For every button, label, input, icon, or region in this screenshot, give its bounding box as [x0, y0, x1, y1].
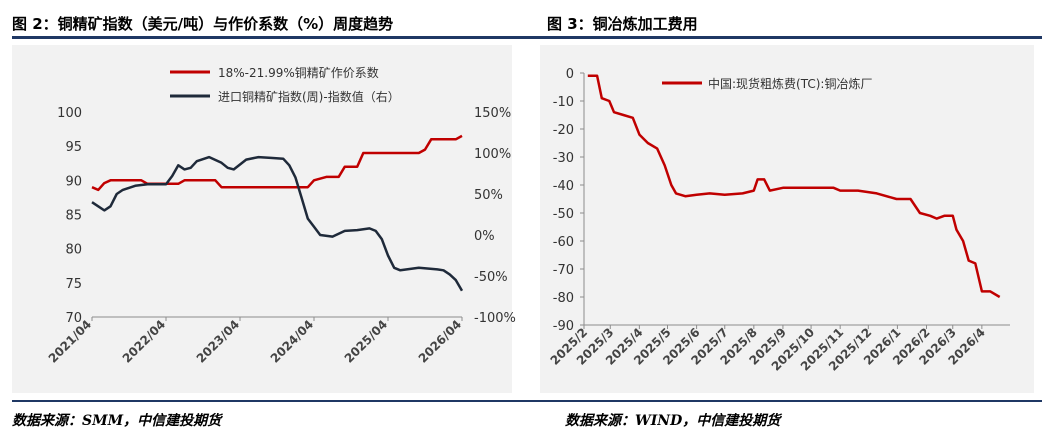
y-left-tick-label: 70 [65, 311, 82, 326]
source-note-left: 数据来源：SMM，中信建投期货 [12, 413, 222, 429]
y-left-tick-label: 100 [57, 106, 82, 121]
y-tick-label: -70 [553, 263, 574, 278]
y-tick-label: -80 [553, 291, 574, 306]
y-left-tick-label: 85 [65, 209, 82, 224]
y-right-tick-label: -100% [474, 311, 516, 326]
legend-label: 进口铜精矿指数(周)-指数值（右） [218, 89, 400, 104]
x-tick-label: 2025/04 [342, 317, 390, 365]
y-right-tick-label: -50% [474, 270, 508, 285]
price-coefficient-line [91, 134, 463, 192]
smelting-tc-line [587, 74, 1001, 299]
x-tick-label: 2026/04 [416, 317, 464, 365]
y-tick-label: -20 [553, 123, 574, 138]
x-tick-label: 2024/04 [268, 317, 316, 365]
y-right-tick-label: 100% [474, 147, 511, 162]
chart-panel-left: 70 75 80 85 90 95 100 -100% -50% 0% 50% 100% 150% 202… [12, 45, 516, 393]
y-tick-label: -40 [553, 179, 574, 194]
bottom-rule [12, 400, 1042, 402]
x-tick-label: 2023/04 [194, 317, 242, 365]
y-tick-label: -50 [553, 207, 574, 222]
top-rule [12, 36, 1042, 39]
y-tick-label: -30 [553, 151, 574, 166]
source-note-right: 数据来源：WIND，中信建投期货 [565, 413, 781, 429]
y-left-tick-label: 80 [65, 243, 82, 258]
y-left-tick-label: 95 [65, 140, 82, 155]
x-tick-label: 2022/04 [120, 317, 168, 365]
figure-3-title: 图 3：铜冶炼加工费用 [547, 15, 698, 33]
chart-panel-right: 0 -10 -20 -30 -40 -50 -60 -70 -80 -90 2025/2 2025/3… [540, 45, 1034, 393]
y-tick-label: -60 [553, 235, 574, 250]
legend-label: 18%-21.99%铜精矿作价系数 [218, 65, 379, 80]
y-tick-label: 0 [566, 67, 574, 82]
y-tick-label: -10 [553, 95, 574, 110]
y-right-tick-label: 0% [474, 229, 495, 244]
y-right-tick-label: 50% [474, 188, 503, 203]
y-right-tick-label: 150% [474, 106, 511, 121]
y-left-tick-label: 90 [65, 174, 82, 189]
legend-label: 中国:现货粗炼费(TC):铜冶炼厂 [708, 76, 872, 91]
y-tick-label: -90 [553, 319, 574, 334]
smelting-tc-chart: 0-10-20-30-40-50-60-70-80-902025/22025/3… [548, 67, 1010, 374]
concentrate-index-line [91, 155, 464, 292]
copper-concentrate-chart: 70 75 80 85 90 95 100 -100% -50% 0% 50% 100% 150% 202… [46, 65, 516, 366]
y-left-tick-label: 75 [65, 277, 82, 292]
figure-2-title: 图 2：铜精矿指数（美元/吨）与作价系数（%）周度趋势 [12, 15, 394, 33]
